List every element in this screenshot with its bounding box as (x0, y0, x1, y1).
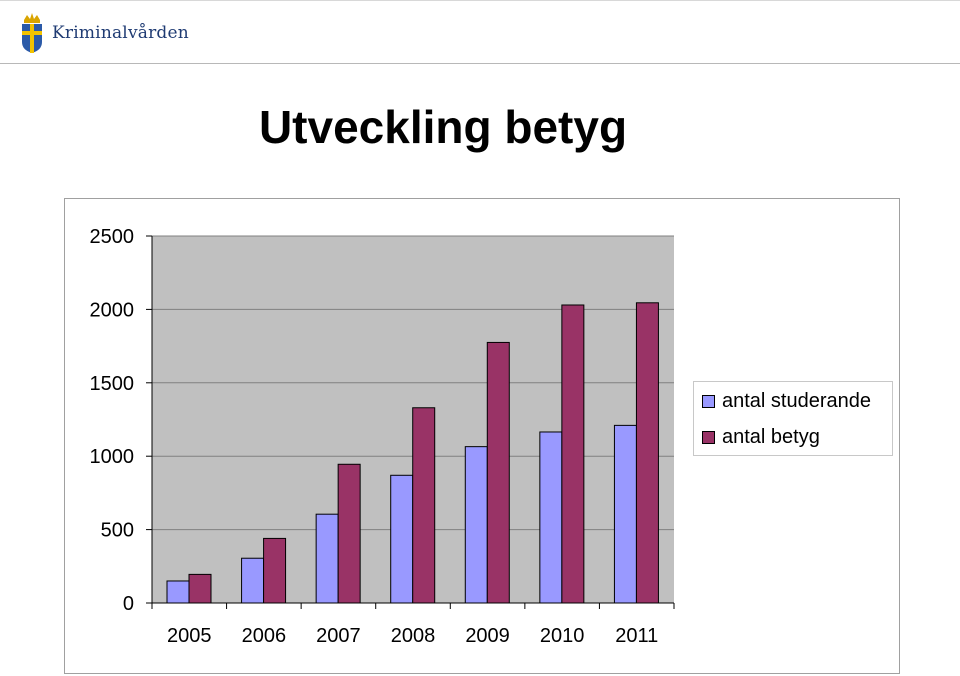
y-tick-label: 2500 (90, 226, 135, 248)
y-tick-label: 2000 (90, 299, 135, 321)
header-divider (0, 63, 960, 64)
bar-antal-studerande (390, 474, 414, 604)
swedish-crown-shield-icon (22, 13, 42, 53)
legend-label-series-2: antal betyg (722, 426, 820, 448)
brand-name: Kriminalvården (52, 23, 189, 43)
bar-antal-studerande (539, 431, 563, 604)
bar-antal-betyg (486, 341, 510, 604)
y-tick-label: 1500 (90, 373, 135, 395)
bar-antal-betyg (635, 302, 659, 604)
bar-antal-betyg (337, 463, 361, 604)
top-border (0, 0, 960, 5)
bar-antal-betyg (188, 573, 212, 604)
x-tick-label: 2011 (615, 625, 658, 647)
y-tick-label: 500 (101, 520, 134, 542)
legend-swatch-series-1 (702, 395, 715, 408)
slide-title: Utveckling betyg (258, 101, 628, 153)
bar-antal-betyg (263, 537, 287, 604)
bar-antal-studerande (464, 446, 488, 604)
legend-swatch-series-2 (702, 431, 715, 444)
bar-antal-betyg (561, 304, 585, 604)
legend-label-series-1: antal studerande (722, 390, 872, 412)
bar-antal-studerande (315, 513, 339, 604)
x-tick-label: 2007 (316, 625, 361, 647)
x-tick-label: 2005 (167, 625, 212, 647)
y-tick-label: 1000 (90, 446, 135, 468)
x-tick-label: 2010 (540, 625, 585, 647)
brand-logo: Kriminalvården (20, 10, 189, 56)
x-tick-label: 2006 (242, 625, 287, 647)
legend-item-series-1: antal studerande (702, 390, 871, 413)
x-tick-label: 2008 (391, 625, 436, 647)
chart-legend: antal studerande antal betyg (693, 381, 893, 456)
x-tick-label: 2009 (465, 625, 510, 647)
y-tick-label: 0 (123, 593, 134, 615)
bar-antal-studerande (166, 580, 190, 604)
bar-antal-studerande (613, 424, 637, 604)
legend-item-series-2: antal betyg (702, 426, 820, 449)
bar-antal-betyg (412, 407, 436, 604)
bar-antal-studerande (241, 557, 265, 604)
